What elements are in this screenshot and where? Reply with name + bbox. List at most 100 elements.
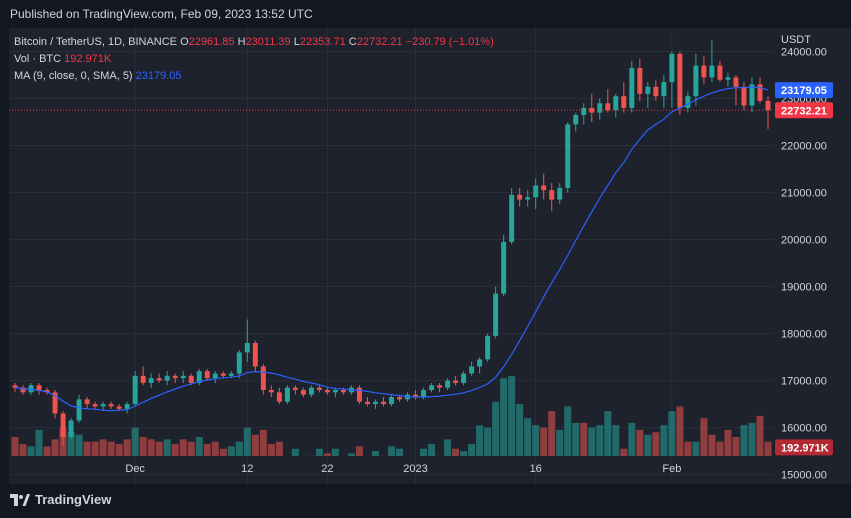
legend-h-label: H: [237, 36, 246, 48]
volume-bar: [43, 446, 51, 456]
candle-body: [413, 394, 419, 398]
candle-body: [701, 65, 707, 78]
candles: [12, 39, 771, 447]
volume-bar: [259, 429, 267, 456]
candle-body: [68, 420, 74, 437]
volume-bar: [668, 411, 676, 456]
candle-body: [437, 385, 443, 388]
y-axis-ticks: 15000.00 16000.00 17000.00 18000.00 19000.00…: [781, 47, 827, 482]
candle-body: [356, 387, 362, 402]
ma-price-tag-bg: [775, 82, 833, 99]
last-price-tag: 22732.21: [781, 105, 827, 117]
volume-bar: [195, 436, 203, 456]
candle-body: [525, 197, 531, 200]
volume-bar: [131, 427, 139, 456]
volume-bar: [764, 441, 772, 456]
candle-body: [573, 114, 579, 125]
y-tick-label: 20000.00: [781, 235, 827, 247]
candle-body: [485, 335, 491, 360]
candle-body: [445, 380, 451, 388]
candle-body: [685, 96, 691, 108]
volume-bar: [211, 441, 219, 456]
volume-bar: [756, 415, 764, 456]
publish-text: Published on TradingView.com, Feb 09, 20…: [10, 7, 313, 21]
volume-bar: [291, 448, 299, 456]
volume-bar: [716, 441, 724, 456]
candle-body: [549, 190, 555, 200]
legend-ma-label: MA (9, close, 0, SMA, 5): [14, 70, 133, 82]
candle-body: [252, 342, 258, 367]
candle-body: [300, 389, 306, 395]
candle-body: [493, 293, 499, 336]
candle-body: [629, 67, 635, 108]
candle-body: [605, 103, 611, 111]
volume-bar: [11, 436, 19, 456]
candle-body: [613, 96, 619, 111]
candle-body: [100, 404, 106, 407]
candle-body: [84, 399, 90, 405]
volume-bar: [652, 432, 660, 456]
volume-bar: [500, 378, 508, 456]
candle-body: [693, 65, 699, 97]
volume-bar: [588, 427, 596, 456]
candle-body: [381, 401, 386, 405]
volume-bar: [692, 441, 700, 456]
volume-bar: [420, 448, 428, 456]
x-axis-ticks: Dec 12 22 2023 16 Feb: [125, 463, 681, 475]
volume-bar: [748, 422, 756, 456]
volume-bar: [235, 441, 243, 456]
volume-bar: [604, 411, 612, 456]
volume-bar: [147, 439, 155, 456]
volume-bar: [564, 406, 572, 456]
candle-body: [725, 77, 731, 80]
candle-body: [76, 399, 82, 421]
candle-body: [669, 53, 675, 83]
candle-body: [533, 185, 539, 198]
volume-bar: [460, 451, 468, 456]
candle-body: [124, 404, 130, 409]
candle-body: [477, 359, 483, 367]
volume-bar: [676, 406, 684, 456]
volume-bar: [396, 448, 404, 456]
candle-body: [765, 100, 771, 111]
volume-bar: [724, 429, 732, 456]
y-tick-label: 19000.00: [781, 282, 827, 294]
volume-bar: [251, 434, 259, 456]
volume-bar: [476, 425, 484, 456]
candle-body: [92, 404, 98, 407]
legend-ma-value: 23179.05: [135, 70, 182, 82]
candle-body: [36, 385, 42, 390]
volume-bar: [155, 441, 163, 456]
candle-body: [212, 373, 218, 379]
y-tick-label: 22000.00: [781, 141, 827, 153]
x-tick-label: 16: [530, 463, 542, 475]
legend-l-label: L: [293, 36, 300, 48]
candle-body: [268, 389, 274, 393]
candle-body: [116, 406, 122, 409]
chart-pane[interactable]: [9, 28, 774, 484]
candle-body: [164, 375, 170, 381]
volume-bar: [83, 441, 91, 456]
candle-body: [20, 387, 26, 393]
candle-body: [284, 387, 290, 402]
y-tick-label: 15000.00: [781, 470, 827, 482]
candle-body: [565, 124, 571, 188]
volume-bar: [708, 434, 716, 456]
volume-bar: [532, 425, 540, 456]
volume-bar: [355, 446, 363, 456]
candle-body: [469, 366, 475, 374]
volume-bar: [572, 422, 580, 456]
candle-body: [749, 84, 755, 106]
volume-bar: [243, 427, 251, 456]
candle-body: [140, 375, 146, 383]
volume-bar: [347, 453, 355, 456]
volume-bar: [628, 422, 636, 456]
x-tick-label: 2023: [403, 463, 427, 475]
candle-body: [621, 96, 627, 108]
grid: [9, 28, 774, 484]
volume-bar: [468, 444, 476, 456]
volume-bar: [492, 401, 500, 456]
volume-bar: [315, 448, 323, 456]
volume-bar: [444, 439, 452, 456]
